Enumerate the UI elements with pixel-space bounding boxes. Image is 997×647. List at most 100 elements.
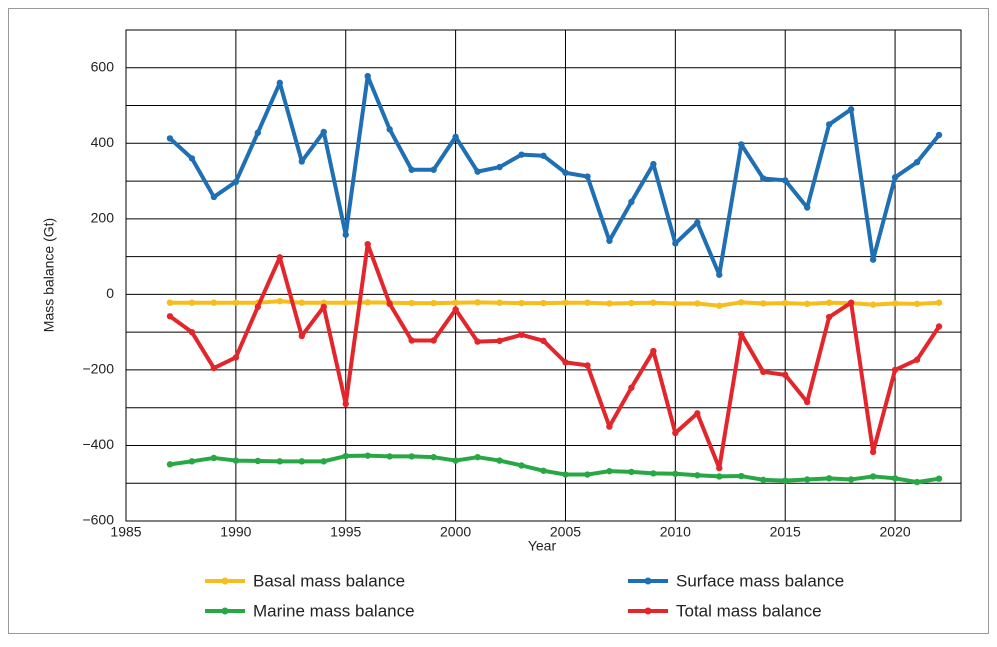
x-tick-label: 1985 (110, 524, 141, 540)
series-line (169, 453, 940, 485)
data-point (232, 354, 240, 361)
data-point (210, 454, 218, 462)
data-point (364, 72, 371, 80)
data-point (782, 477, 789, 484)
y-axis-label: Mass balance (Gt) (41, 218, 57, 332)
data-point (913, 300, 921, 308)
data-point (364, 452, 371, 459)
data-point (364, 240, 371, 248)
data-point (650, 160, 657, 168)
legend: Basal mass balance Surface mass balance Ma… (205, 571, 844, 620)
data-point (320, 303, 327, 311)
data-point (342, 400, 349, 408)
data-point (540, 467, 547, 474)
data-point (825, 475, 833, 482)
data-point (716, 271, 723, 278)
data-point (188, 328, 196, 336)
plot-border (125, 29, 962, 522)
data-point (452, 133, 459, 141)
data-point (760, 175, 767, 182)
data-point (232, 178, 240, 186)
y-tick-label: −600 (82, 512, 114, 528)
data-point (628, 384, 635, 391)
data-point (891, 475, 899, 482)
data-point (672, 240, 679, 247)
data-point (694, 219, 701, 226)
data-point (276, 79, 284, 87)
data-point (518, 151, 525, 158)
data-point (584, 173, 591, 180)
data-point (738, 141, 745, 148)
data-point (254, 457, 262, 465)
data-point (474, 168, 481, 175)
data-point (606, 300, 613, 307)
data-point (672, 429, 679, 437)
data-point (254, 303, 262, 311)
legend-label: Total mass balance (676, 601, 822, 620)
data-point (738, 472, 745, 480)
data-point (672, 300, 679, 307)
data-point (408, 337, 415, 344)
x-tick-label: 2005 (550, 524, 581, 540)
data-point (342, 299, 349, 306)
y-tick-label: −400 (82, 436, 114, 452)
data-point (716, 464, 723, 472)
data-point (496, 299, 503, 306)
data-point (869, 448, 877, 456)
data-point (452, 299, 459, 306)
data-point (166, 461, 174, 468)
data-point (320, 458, 327, 465)
y-tick-label: 200 (91, 210, 115, 226)
x-tick-label: 2000 (440, 524, 471, 540)
data-point (847, 299, 855, 306)
data-point (606, 423, 613, 430)
data-point (803, 300, 811, 308)
series-line (168, 74, 941, 277)
legend-marker (221, 607, 229, 615)
data-point (540, 299, 547, 307)
data-point (650, 299, 657, 306)
data-point (694, 300, 701, 307)
data-point (342, 452, 349, 460)
data-point (276, 458, 284, 465)
data-point (803, 204, 811, 211)
data-point (540, 337, 547, 345)
y-tick-label: 600 (91, 58, 115, 74)
data-point (562, 471, 569, 478)
data-point (782, 177, 789, 184)
data-point (694, 472, 701, 479)
legend-label: Marine mass balance (253, 601, 415, 620)
data-point (803, 398, 811, 406)
data-point (474, 299, 481, 306)
data-point (342, 231, 349, 238)
data-point (606, 467, 613, 475)
data-point (254, 129, 262, 136)
x-tick-label: 1990 (220, 524, 251, 540)
data-point (584, 299, 591, 306)
data-point (540, 152, 547, 159)
data-point (716, 302, 723, 309)
data-point (210, 364, 218, 372)
data-point (935, 299, 943, 306)
data-point (496, 457, 503, 464)
data-point (584, 471, 591, 478)
data-point (628, 299, 635, 307)
y-tick-label: 0 (106, 285, 114, 301)
legend-label: Basal mass balance (253, 571, 405, 590)
y-tick-label: −200 (82, 361, 114, 377)
frame (8, 8, 989, 634)
data-point (650, 347, 657, 355)
data-point (210, 299, 218, 306)
data-point (782, 299, 789, 307)
data-point (935, 323, 943, 330)
data-point (891, 366, 899, 374)
data-point (825, 313, 833, 321)
data-point (518, 331, 525, 338)
data-point (232, 299, 240, 306)
y-tick-label: 400 (91, 134, 115, 150)
data-point (825, 299, 833, 306)
series-line (168, 242, 941, 471)
legend-label: Surface mass balance (676, 571, 844, 590)
data-point (562, 359, 569, 366)
